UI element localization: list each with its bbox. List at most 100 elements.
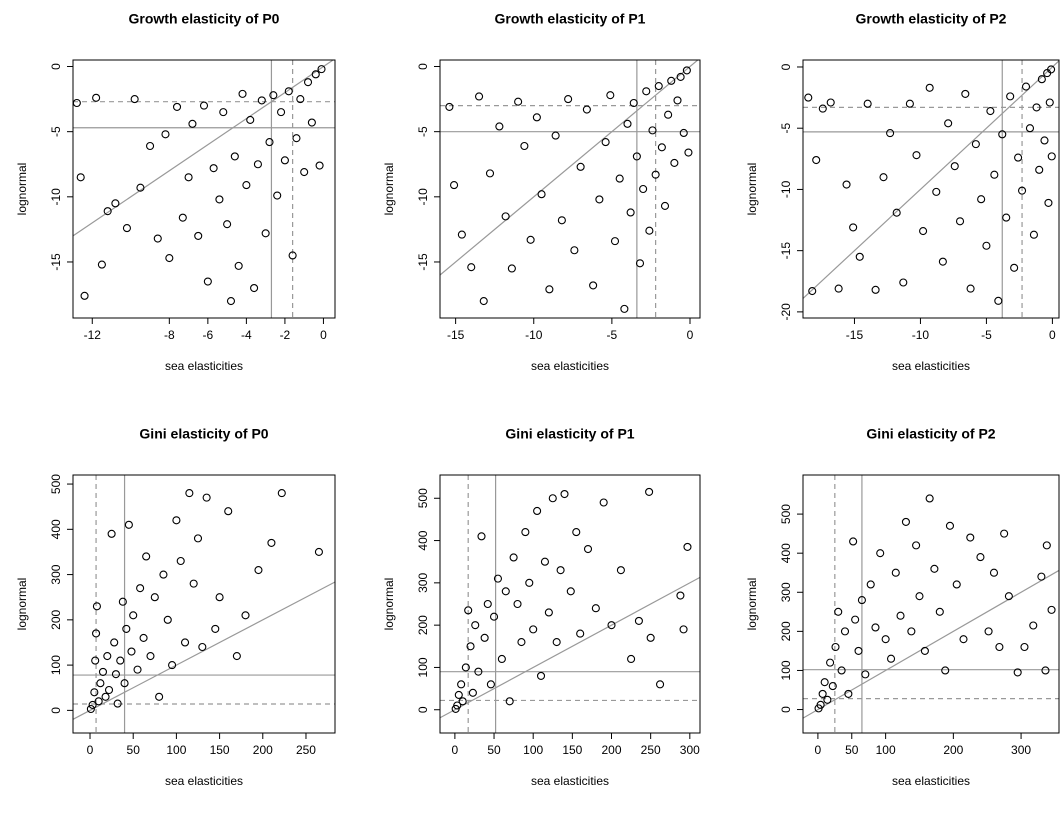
point [551,131,560,140]
point [930,564,939,573]
point [155,692,164,701]
panel: Gini elasticity of P1 sea elasticities log… [382,426,701,788]
point [863,99,872,108]
point [1042,541,1051,550]
point [851,615,860,624]
y-tick-label: -20 [779,303,793,321]
point [122,624,131,633]
x-tick-label: 250 [296,743,316,757]
point [202,493,211,502]
point [941,666,950,675]
point [959,635,968,644]
point [91,656,100,665]
point [990,170,999,179]
point [176,556,185,566]
point [844,689,853,698]
point [118,597,127,606]
point [589,281,598,290]
panel-title: Gini elasticity of P1 [505,426,634,442]
y-tick-label: 500 [779,504,793,524]
point [90,688,99,697]
x-tick-label: -8 [164,328,175,342]
point [501,587,510,596]
point [507,264,516,273]
point [199,101,209,110]
point [601,138,610,147]
point [1029,621,1038,630]
point [976,553,985,562]
point [682,66,691,75]
point [572,528,581,537]
point [599,498,608,507]
point [854,646,863,655]
point [315,161,324,170]
point [188,119,197,128]
x-tick-label: -15 [846,328,864,342]
point [96,679,105,688]
plot-frame [439,474,701,734]
x-tick-label: 200 [943,743,963,757]
point [284,87,293,96]
point [253,160,262,169]
point [828,682,837,691]
point [184,173,193,182]
point [840,627,850,636]
point [556,566,565,575]
point [651,170,660,179]
point [242,181,251,190]
point [453,701,462,710]
point [912,151,921,160]
point [635,259,645,268]
point [616,566,625,575]
point [464,606,473,615]
point [136,183,145,192]
point [129,611,138,620]
point [495,122,504,131]
y-tick-label: 200 [49,610,63,630]
point [857,596,866,605]
point [479,297,488,306]
point [610,237,620,246]
point [1045,98,1054,107]
point [966,284,975,293]
y-tick-label: -15 [416,253,430,271]
point [101,692,110,701]
point [88,700,97,709]
y-axis-label: lognormal [745,163,759,216]
point [907,627,916,636]
identity-line [440,60,699,276]
y-tick-label: 200 [416,615,430,635]
point [194,231,203,240]
point [1021,82,1031,91]
point [73,98,81,108]
point [273,191,282,200]
point [545,285,554,294]
point [314,547,323,556]
plot-frame [802,474,1060,734]
point [234,261,243,270]
point [961,89,970,98]
x-tick-label: -15 [447,328,465,342]
x-tick-label: 250 [641,743,661,757]
point [92,93,101,102]
point [648,126,657,135]
y-tick-label: -5 [49,126,63,137]
point [92,602,101,611]
point [292,134,301,143]
identity-line [440,576,700,719]
point [570,246,579,255]
point [642,87,651,96]
point [267,538,276,547]
point [925,83,934,92]
y-tick-label: -5 [779,123,793,134]
point [193,534,203,543]
point [629,98,638,108]
point [842,180,851,189]
point [899,278,908,287]
point [458,697,467,706]
point [1002,213,1011,222]
point [142,552,151,561]
point [215,593,224,602]
point [896,611,905,620]
